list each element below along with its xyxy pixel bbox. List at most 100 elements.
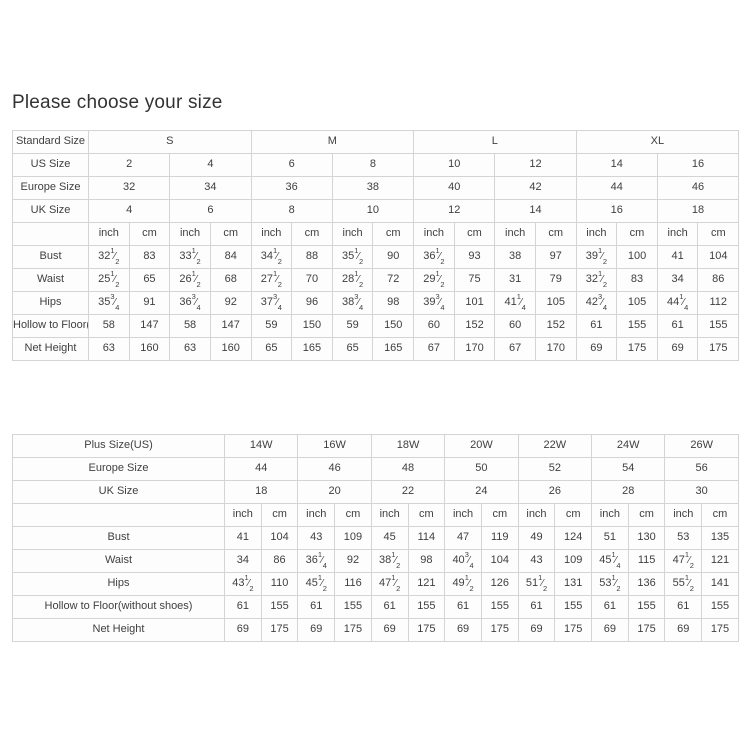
bust-value: 100 <box>616 245 658 269</box>
europe-size-value: 44 <box>223 457 299 481</box>
hips-value: 441⁄4 <box>656 291 699 315</box>
unit-header-inch: inch <box>591 503 629 527</box>
uk-size-label: UK Size <box>12 480 225 504</box>
unit-header-inch: inch <box>331 222 374 246</box>
net-height-value: 69 <box>297 618 336 642</box>
hollow-to-floor-value: 147 <box>128 314 171 338</box>
bust-value: 53 <box>664 526 703 550</box>
unit-header-inch: inch <box>656 222 699 246</box>
waist-value: 86 <box>260 549 299 573</box>
net-height-value: 175 <box>480 618 519 642</box>
europe-size-value: 34 <box>169 176 252 200</box>
waist-value: 83 <box>616 268 658 292</box>
net-height-value: 67 <box>413 337 455 361</box>
us-size-value: 8 <box>331 153 415 177</box>
bust-label: Bust <box>12 245 89 269</box>
hollow-to-floor-value: 152 <box>453 314 496 338</box>
hollow-to-floor-value: 59 <box>250 314 293 338</box>
hips-value: 393⁄4 <box>413 291 455 315</box>
unit-header-inch: inch <box>370 503 409 527</box>
uk-size-value: 8 <box>250 199 333 223</box>
waist-value: 271⁄2 <box>250 268 293 292</box>
table-row-units: inch cm inch cm inch cm inch cm inch cm inch cm inch… <box>12 222 740 246</box>
table-row-hips: Hips 353⁄4 91 363⁄4 92 373⁄4 96 383⁄4 98 393⁄4 101… <box>12 291 740 315</box>
hips-value: 423⁄4 <box>575 291 618 315</box>
europe-size-value: 56 <box>664 457 739 481</box>
waist-value: 261⁄2 <box>169 268 211 292</box>
uk-size-value: 6 <box>169 199 252 223</box>
waist-value: 75 <box>453 268 496 292</box>
standard-size-label: Standard Size <box>12 130 89 154</box>
hips-value: 363⁄4 <box>169 291 211 315</box>
us-size-value: 12 <box>494 153 577 177</box>
bust-value: 41 <box>224 526 262 550</box>
table-row-uk-size: UK Size 4 6 8 10 12 14 16 18 <box>12 199 740 223</box>
hips-value: 116 <box>334 572 372 596</box>
size-group-header-xl: XL <box>575 130 740 154</box>
hollow-to-floor-value: 61 <box>224 595 262 619</box>
net-height-value: 65 <box>250 337 293 361</box>
unit-header-inch: inch <box>88 222 130 246</box>
net-height-value: 175 <box>554 618 593 642</box>
table-row-waist: Waist 251⁄2 65 261⁄2 68 271⁄2 70 281⁄2 72 291⁄2 75… <box>12 268 740 292</box>
unit-header-inch: inch <box>250 222 293 246</box>
europe-size-label: Europe Size <box>12 457 225 481</box>
net-height-value: 160 <box>209 337 252 361</box>
unit-header-cm: cm <box>697 222 740 246</box>
unit-header-cm: cm <box>372 222 415 246</box>
unit-header-cm: cm <box>209 222 252 246</box>
plus-size-table: Plus Size(US) 14W 16W 18W 20W 22W 24W 26W Europe… <box>12 434 739 642</box>
us-size-value: 16 <box>656 153 740 177</box>
net-height-value: 170 <box>534 337 577 361</box>
standard-size-table-wrapper: Standard Size S M L XL US Size 2 4 6 8 10 12 14 16 Eur… <box>12 130 740 361</box>
table-row-net-height: Net Height 69 175 69 175 69 175 69 175 69 175 69 175… <box>12 618 739 642</box>
bust-value: 49 <box>517 526 556 550</box>
hips-value: 105 <box>616 291 658 315</box>
unit-row-spacer <box>12 503 225 527</box>
bust-value: 135 <box>701 526 739 550</box>
table-row-waist: Waist 34 86 361⁄4 92 381⁄2 98 403⁄4 104 43 109 451⁄… <box>12 549 739 573</box>
unit-header-cm: cm <box>291 222 333 246</box>
size-group-header-m: M <box>250 130 415 154</box>
us-size-value: 6 <box>250 153 333 177</box>
hollow-to-floor-value: 58 <box>88 314 130 338</box>
net-height-value: 69 <box>444 618 482 642</box>
hips-value: 471⁄2 <box>370 572 409 596</box>
net-height-value: 175 <box>616 337 658 361</box>
hollow-to-floor-value: 155 <box>260 595 299 619</box>
net-height-value: 63 <box>169 337 211 361</box>
europe-size-value: 54 <box>591 457 666 481</box>
net-height-value: 69 <box>370 618 409 642</box>
waist-label: Waist <box>12 268 89 292</box>
table-row-plus-size: Plus Size(US) 14W 16W 18W 20W 22W 24W 26W <box>12 434 739 458</box>
uk-size-value: 12 <box>413 199 496 223</box>
unit-header-cm: cm <box>480 503 519 527</box>
unit-header-cm: cm <box>701 503 739 527</box>
waist-value: 281⁄2 <box>331 268 374 292</box>
net-height-value: 175 <box>701 618 739 642</box>
hollow-to-floor-value: 152 <box>534 314 577 338</box>
hollow-to-floor-value: 147 <box>209 314 252 338</box>
bust-value: 93 <box>453 245 496 269</box>
page-title: Please choose your size <box>12 92 223 113</box>
hollow-to-floor-value: 155 <box>701 595 739 619</box>
plus-size-label: Plus Size(US) <box>12 434 225 458</box>
hollow-to-floor-value: 150 <box>372 314 415 338</box>
hollow-to-floor-value: 61 <box>656 314 699 338</box>
bust-value: 331⁄2 <box>169 245 211 269</box>
unit-header-inch: inch <box>517 503 556 527</box>
hips-value: 353⁄4 <box>88 291 130 315</box>
hollow-to-floor-value: 155 <box>480 595 519 619</box>
uk-size-value: 18 <box>656 199 740 223</box>
waist-value: 291⁄2 <box>413 268 455 292</box>
plus-size-table-wrapper: Plus Size(US) 14W 16W 18W 20W 22W 24W 26W Europe… <box>12 434 739 642</box>
waist-value: 451⁄4 <box>591 549 629 573</box>
net-height-value: 175 <box>627 618 666 642</box>
unit-header-inch: inch <box>297 503 336 527</box>
plus-size-value: 14W <box>223 434 299 458</box>
bust-value: 130 <box>627 526 666 550</box>
europe-size-value: 40 <box>413 176 496 200</box>
hollow-to-floor-value: 155 <box>616 314 658 338</box>
hollow-to-floor-value: 155 <box>334 595 372 619</box>
unit-header-inch: inch <box>224 503 262 527</box>
